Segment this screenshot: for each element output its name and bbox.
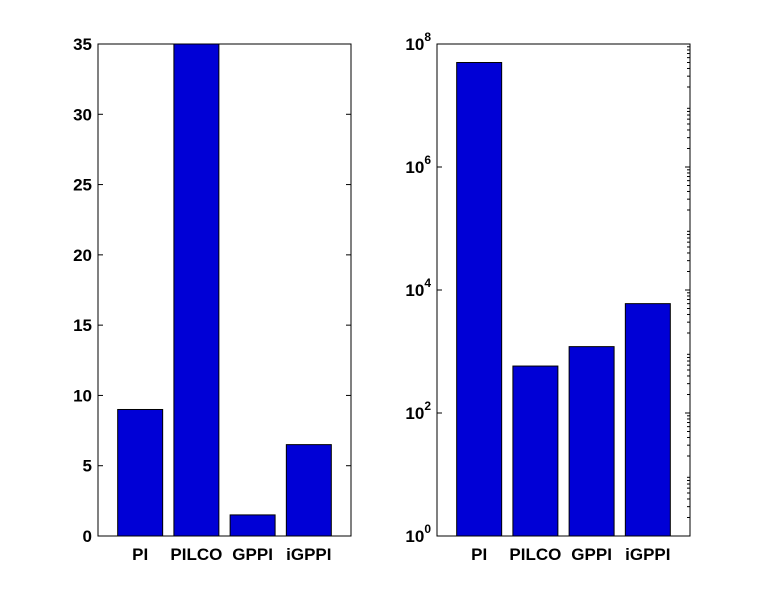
y-tick-label: 104 <box>405 276 431 300</box>
y-tick-label: 5 <box>83 457 92 476</box>
x-tick-label-igppi: iGPPI <box>286 545 331 564</box>
x-tick-label-igppi: iGPPI <box>625 545 670 564</box>
bar-pi <box>117 408 164 537</box>
y-tick-label: 108 <box>405 30 431 54</box>
right-log-bar-chart: PI PILCO GPPI iGPPI 100 102 104 106 108 <box>405 30 691 564</box>
axes-frame <box>97 43 352 537</box>
y-tick-label: 10 <box>73 386 92 405</box>
y-tick-label: 30 <box>73 105 92 124</box>
bar-pilco <box>512 365 559 537</box>
x-tick-label-pi: PI <box>471 545 487 564</box>
y-tick-label: 100 <box>405 522 431 546</box>
x-tick-label-gppi: GPPI <box>232 545 273 564</box>
y-tick-label: 35 <box>73 35 92 54</box>
y-tick-label: 102 <box>405 399 431 423</box>
bar-igppi <box>285 444 332 537</box>
y-tick-label: 106 <box>405 153 431 177</box>
bar-gppi <box>229 514 276 537</box>
x-tick-label-pilco: PILCO <box>509 545 561 564</box>
bar-igppi <box>624 303 671 537</box>
left-bar-chart: PI PILCO GPPI iGPPI 0 5 10 15 20 25 30 35 <box>73 35 352 564</box>
bar-pi <box>456 62 503 537</box>
y-tick-label: 25 <box>73 176 92 195</box>
x-tick-label-pi: PI <box>132 545 148 564</box>
bar-gppi <box>568 346 615 537</box>
x-tick-label-gppi: GPPI <box>571 545 612 564</box>
bar-pilco <box>173 43 220 537</box>
x-tick-label-pilco: PILCO <box>170 545 222 564</box>
y-tick-label: 20 <box>73 246 92 265</box>
y-tick-label: 0 <box>83 527 92 546</box>
y-tick-label: 15 <box>73 316 92 335</box>
